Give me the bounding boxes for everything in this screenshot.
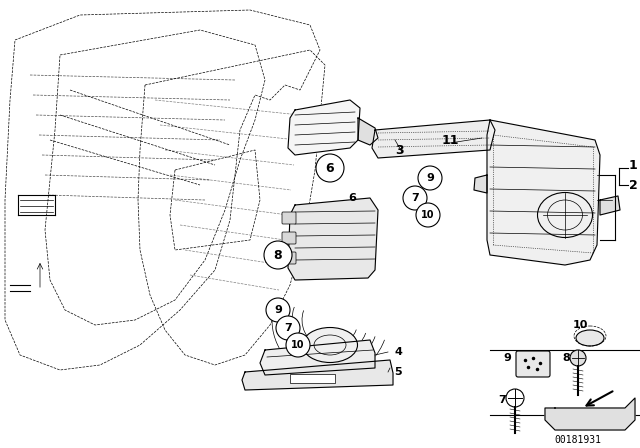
Text: 4: 4 (394, 347, 402, 357)
Polygon shape (545, 398, 635, 430)
Text: 10: 10 (572, 320, 588, 330)
FancyBboxPatch shape (516, 351, 550, 377)
Text: 6: 6 (326, 161, 334, 175)
FancyBboxPatch shape (282, 212, 296, 224)
Circle shape (286, 333, 310, 357)
FancyBboxPatch shape (282, 232, 296, 244)
Polygon shape (288, 100, 360, 155)
Polygon shape (600, 196, 620, 215)
Text: 10: 10 (421, 210, 435, 220)
Text: 11: 11 (441, 134, 459, 146)
Circle shape (266, 298, 290, 322)
Text: 1: 1 (628, 159, 637, 172)
Text: 3: 3 (396, 143, 404, 156)
Text: 7: 7 (411, 193, 419, 203)
Ellipse shape (303, 327, 358, 362)
Polygon shape (487, 120, 600, 265)
Text: 9: 9 (503, 353, 511, 363)
Circle shape (418, 166, 442, 190)
Text: 6: 6 (348, 193, 356, 203)
Circle shape (276, 316, 300, 340)
Text: 9: 9 (426, 173, 434, 183)
Circle shape (264, 241, 292, 269)
Circle shape (416, 203, 440, 227)
Polygon shape (288, 198, 378, 280)
Polygon shape (372, 120, 495, 158)
Polygon shape (474, 175, 487, 193)
Circle shape (403, 186, 427, 210)
Polygon shape (358, 118, 378, 145)
Polygon shape (242, 360, 393, 390)
Text: 8: 8 (562, 353, 570, 363)
Polygon shape (260, 340, 375, 375)
Circle shape (506, 389, 524, 407)
Text: 7: 7 (498, 395, 506, 405)
Text: 00181931: 00181931 (554, 435, 602, 445)
Ellipse shape (576, 330, 604, 346)
Text: 10: 10 (291, 340, 305, 350)
Text: 5: 5 (394, 367, 402, 377)
Circle shape (570, 350, 586, 366)
Text: 8: 8 (274, 249, 282, 262)
Text: 9: 9 (274, 305, 282, 315)
FancyBboxPatch shape (290, 374, 335, 383)
Circle shape (316, 154, 344, 182)
Text: 2: 2 (628, 178, 637, 191)
FancyBboxPatch shape (282, 252, 296, 264)
Text: 7: 7 (284, 323, 292, 333)
